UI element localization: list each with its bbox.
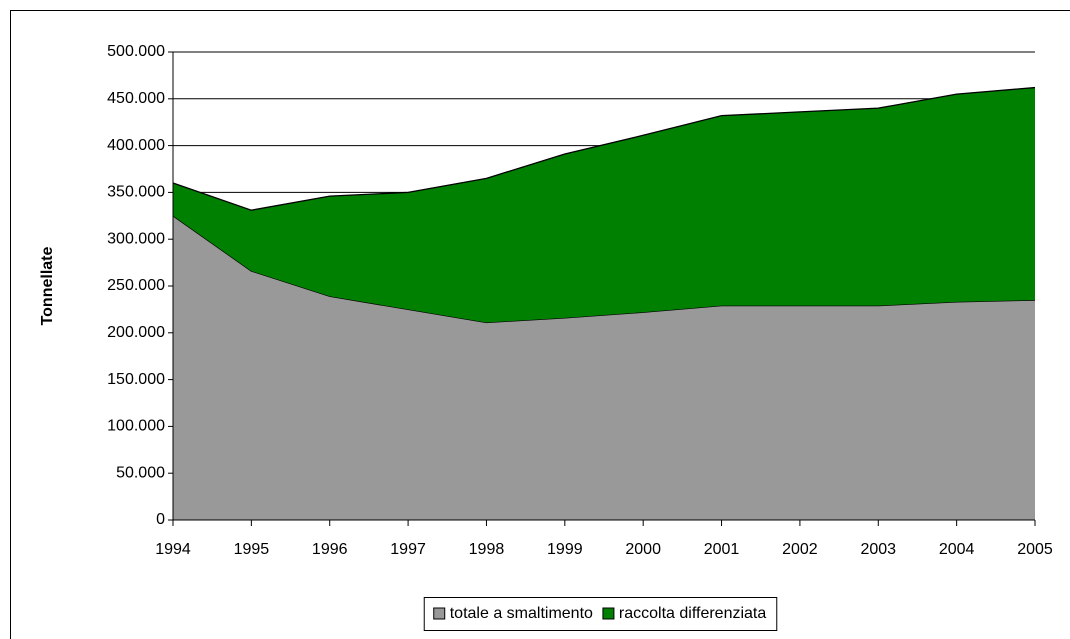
y-tick-label: 500.000 <box>107 43 165 60</box>
x-tick-label: 1999 <box>547 541 583 558</box>
y-tick-label: 300.000 <box>107 230 165 247</box>
legend-label: raccolta differenziata <box>619 605 766 622</box>
area <box>173 215 1035 521</box>
y-tick-label: 0 <box>156 511 165 528</box>
x-tick-label: 2001 <box>704 541 740 558</box>
x-tick-label: 2005 <box>1017 541 1053 558</box>
area-outline <box>172 86 1036 211</box>
y-axis-label: Tonnellate <box>39 246 56 325</box>
x-tick-label: 1995 <box>234 541 270 558</box>
x-tick-label: 1998 <box>469 541 505 558</box>
y-tick-label: 350.000 <box>107 184 165 201</box>
x-tick-label: 1996 <box>312 541 348 558</box>
y-tick-label: 250.000 <box>107 277 165 294</box>
legend-label: totale a smaltimento <box>450 605 593 622</box>
x-tick-label: 2000 <box>625 541 661 558</box>
y-tick-label: 200.000 <box>107 324 165 341</box>
x-tick-label: 1994 <box>155 541 191 558</box>
x-tick-label: 2004 <box>939 541 975 558</box>
y-tick-label: 100.000 <box>107 418 165 435</box>
y-tick-label: 50.000 <box>116 464 165 481</box>
x-tick-label: 2002 <box>782 541 818 558</box>
legend-swatch <box>602 607 615 620</box>
y-tick-label: 150.000 <box>107 371 165 388</box>
area <box>173 87 1035 323</box>
y-tick-label: 450.000 <box>107 90 165 107</box>
legend-swatch <box>433 607 446 620</box>
y-tick-label: 400.000 <box>107 137 165 154</box>
x-tick-label: 2003 <box>860 541 896 558</box>
legend: totale a smaltimento raccolta differenzia… <box>423 597 778 631</box>
x-tick-label: 1997 <box>390 541 426 558</box>
legend-box <box>423 597 778 631</box>
